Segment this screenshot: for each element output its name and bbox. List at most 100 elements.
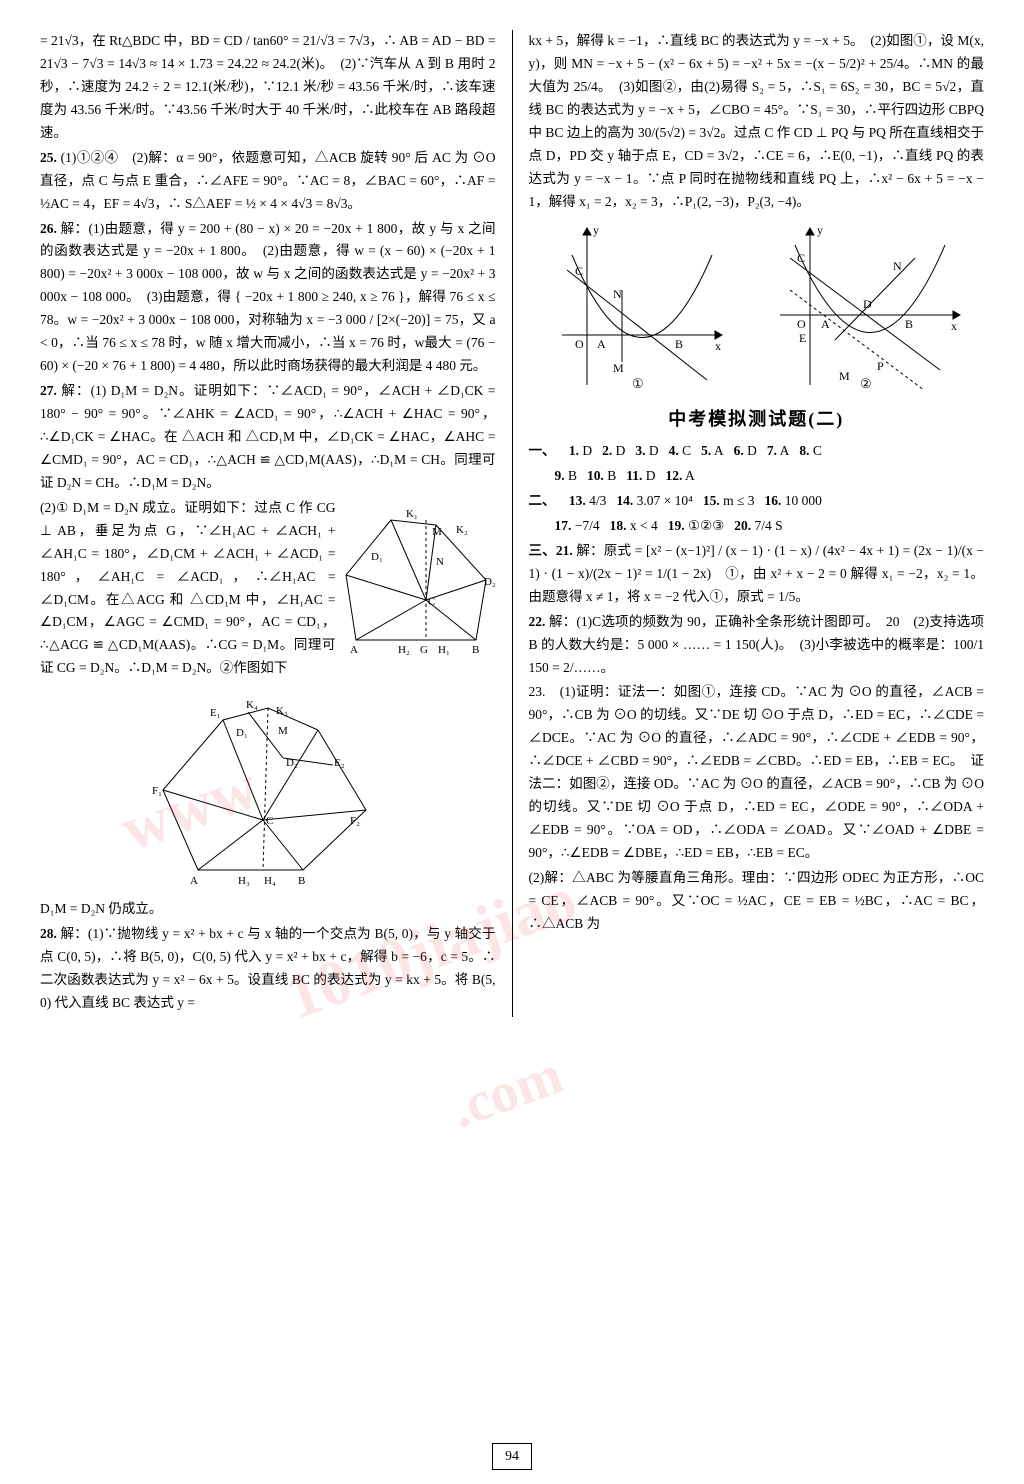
svg-text:M: M xyxy=(839,369,850,383)
answer-item: 1. D xyxy=(569,443,592,458)
svg-text:H₁: H₁ xyxy=(438,644,450,655)
svg-text:G: G xyxy=(420,644,428,655)
svg-text:B: B xyxy=(298,875,305,887)
svg-text:K₂: K₂ xyxy=(456,524,468,536)
answer-item: 3. D xyxy=(635,443,658,458)
svg-text:D₂: D₂ xyxy=(286,757,298,769)
svg-text:N: N xyxy=(613,287,622,301)
svg-text:x: x xyxy=(715,339,721,353)
section-two-label: 二、 xyxy=(528,493,555,508)
answer-item: 13. 4/3 xyxy=(569,493,607,508)
fill-row-1: 二、 13. 4/3 14. 3.07 × 10⁴ 15. m ≤ 3 16. 10 … xyxy=(528,490,984,513)
solution-28-body: 解：(1)∵抛物线 y = x² + bx + c 与 x 轴的一个交点为 B(… xyxy=(40,926,496,1010)
solution-26: 26. 解：(1)由题意，得 y = 200 + (80 − x) × 20 =… xyxy=(40,218,496,379)
svg-text:D: D xyxy=(863,297,872,311)
solution-26-body: 解：(1)由题意，得 y = 200 + (80 − x) × 20 = −20… xyxy=(40,221,496,374)
page-content: = 21√3，在 Rt△BDC 中，BD = CD / tan60° = 21/… xyxy=(0,0,1024,1067)
svg-text:A: A xyxy=(190,875,198,887)
svg-text:P: P xyxy=(877,359,884,373)
svg-text:B: B xyxy=(905,317,913,331)
solution-22: 22. 解：(1)C选项的频数为 90，正确补全条形统计图即可。 20 (2)支… xyxy=(528,611,984,680)
svg-text:y: y xyxy=(817,223,823,237)
page-number: 94 xyxy=(492,1443,532,1470)
svg-text:N: N xyxy=(436,556,444,568)
svg-text:D₁: D₁ xyxy=(236,727,248,739)
svg-text:E: E xyxy=(799,331,806,345)
answer-item: 8. C xyxy=(799,443,822,458)
svg-text:N: N xyxy=(893,259,902,273)
answer-item: 16. 10 000 xyxy=(765,493,822,508)
svg-text:O: O xyxy=(797,317,806,331)
svg-text:E₂: E₂ xyxy=(334,757,345,769)
answer-item: 17. −7/4 xyxy=(554,518,599,533)
solution-27c: D₁M = D₂N 仍成立。 xyxy=(40,898,496,921)
svg-text:C: C xyxy=(428,596,435,608)
solution-23b: (2)解：△ABC 为等腰直角三角形。理由：∵四边形 ODEC 为正方形，∴OC… xyxy=(528,867,984,936)
svg-text:F₂: F₂ xyxy=(350,815,360,827)
graph-caption-2: ② xyxy=(860,376,872,390)
svg-text:H₂: H₂ xyxy=(398,644,410,655)
svg-text:A: A xyxy=(821,317,830,331)
svg-text:K₃: K₃ xyxy=(276,705,288,717)
solution-27a: 27. 解：(1) D₁M = D₂N。证明如下：∵∠ACD₁ = 90°，∠A… xyxy=(40,380,496,495)
answer-item: 2. D xyxy=(602,443,625,458)
svg-text:y: y xyxy=(593,223,599,237)
answer-item: 18. x < 4 xyxy=(610,518,658,533)
graph-caption-1: ① xyxy=(632,376,644,390)
answer-item: 14. 3.07 × 10⁴ xyxy=(616,493,692,508)
svg-text:C: C xyxy=(266,815,273,827)
svg-text:D₁: D₁ xyxy=(371,551,383,563)
solution-24-tail: = 21√3，在 Rt△BDC 中，BD = CD / tan60° = 21/… xyxy=(40,30,496,145)
svg-text:A: A xyxy=(350,644,358,655)
answer-item: 19. ①②③ xyxy=(668,518,725,533)
svg-text:M: M xyxy=(278,725,288,737)
solution-27a-body: 解：(1) D₁M = D₂N。证明如下：∵∠ACD₁ = 90°，∠ACH +… xyxy=(40,383,496,490)
right-column: kx + 5，解得 k = −1，∴直线 BC 的表达式为 y = −x + 5… xyxy=(528,30,984,1017)
solution-22-body: 解：(1)C选项的频数为 90，正确补全条形统计图即可。 20 (2)支持选项 … xyxy=(528,614,984,675)
answer-item: 7. A xyxy=(767,443,790,458)
geometry-figure-1: K₁ M K₂ D₁ N D₂ C A H₂ G H₁ B xyxy=(336,505,496,675)
answer-item: 11. D xyxy=(626,468,655,483)
svg-text:M: M xyxy=(613,361,624,375)
solution-23a: 23. (1)证明：证法一：如图①，连接 CD。∵AC 为 ⊙O 的直径，∠AC… xyxy=(528,681,984,865)
answer-item: 4. C xyxy=(669,443,692,458)
solution-25: 25. (1)①②④ (2)解：α = 90°，依题意可知，△ACB 旋转 90… xyxy=(40,147,496,216)
svg-text:A: A xyxy=(597,337,606,351)
answer-item: 20. 7/4 S xyxy=(734,518,782,533)
svg-text:K₄: K₄ xyxy=(246,699,258,711)
svg-text:E₁: E₁ xyxy=(210,707,221,719)
mcq-row-1: 一、 1. D 2. D 3. D 4. C 5. A 6. D 7. A 8. C xyxy=(528,440,984,463)
mcq-row-2: 9. B10. B11. D12. A xyxy=(528,465,984,488)
answer-item: 15. m ≤ 3 xyxy=(703,493,755,508)
solution-21-body: 解：原式 = [x² − (x−1)²] / (x − 1) · (1 − x)… xyxy=(528,543,984,604)
solution-27b: (2)① D₁M = D₂N 成立。证明如下：过点 C 作 CG ⊥ AB，垂足… xyxy=(40,497,336,681)
svg-text:C: C xyxy=(797,251,805,265)
svg-text:K₁: K₁ xyxy=(406,508,418,520)
parabola-graph-1: y C N O A Bx M ① xyxy=(547,220,727,390)
svg-text:x: x xyxy=(951,319,957,333)
svg-text:O: O xyxy=(575,337,584,351)
answer-item: 6. D xyxy=(734,443,757,458)
svg-text:B: B xyxy=(675,337,683,351)
left-column: = 21√3，在 Rt△BDC 中，BD = CD / tan60° = 21/… xyxy=(40,30,496,1017)
fill-row-2: 17. −7/4 18. x < 4 19. ①②③ 20. 7/4 S xyxy=(528,515,984,538)
solution-25-body: (1)①②④ (2)解：α = 90°，依题意可知，△ACB 旋转 90° 后 … xyxy=(40,150,496,211)
section-one-label: 一、 xyxy=(528,443,555,458)
geometry-figure-2: E₁K₄K₃ D₁M D₂E₂ F₁CF₂ AH₃H₄B xyxy=(40,690,496,890)
solution-28-cont: kx + 5，解得 k = −1，∴直线 BC 的表达式为 y = −x + 5… xyxy=(528,30,984,214)
svg-text:D₂: D₂ xyxy=(484,576,496,588)
svg-text:B: B xyxy=(472,644,479,655)
svg-text:M: M xyxy=(432,526,442,538)
parabola-graphs: yC NO ABx M ① yC ND xyxy=(528,220,984,390)
exam-title: 中考模拟测试题(二) xyxy=(528,404,984,435)
solution-28: 28. 解：(1)∵抛物线 y = x² + bx + c 与 x 轴的一个交点… xyxy=(40,923,496,1015)
svg-text:C: C xyxy=(575,264,583,278)
answer-item: 12. A xyxy=(666,468,695,483)
column-divider xyxy=(512,30,513,1017)
section-three-label: 三、 xyxy=(528,543,555,558)
answer-item: 9. B xyxy=(554,468,577,483)
svg-text:F₁: F₁ xyxy=(152,785,162,797)
answer-item: 5. A xyxy=(701,443,724,458)
solution-21: 三、21. 解：原式 = [x² − (x−1)²] / (x − 1) · (… xyxy=(528,540,984,609)
parabola-graph-2: yC N D O A Bx E P M ② xyxy=(765,220,965,390)
